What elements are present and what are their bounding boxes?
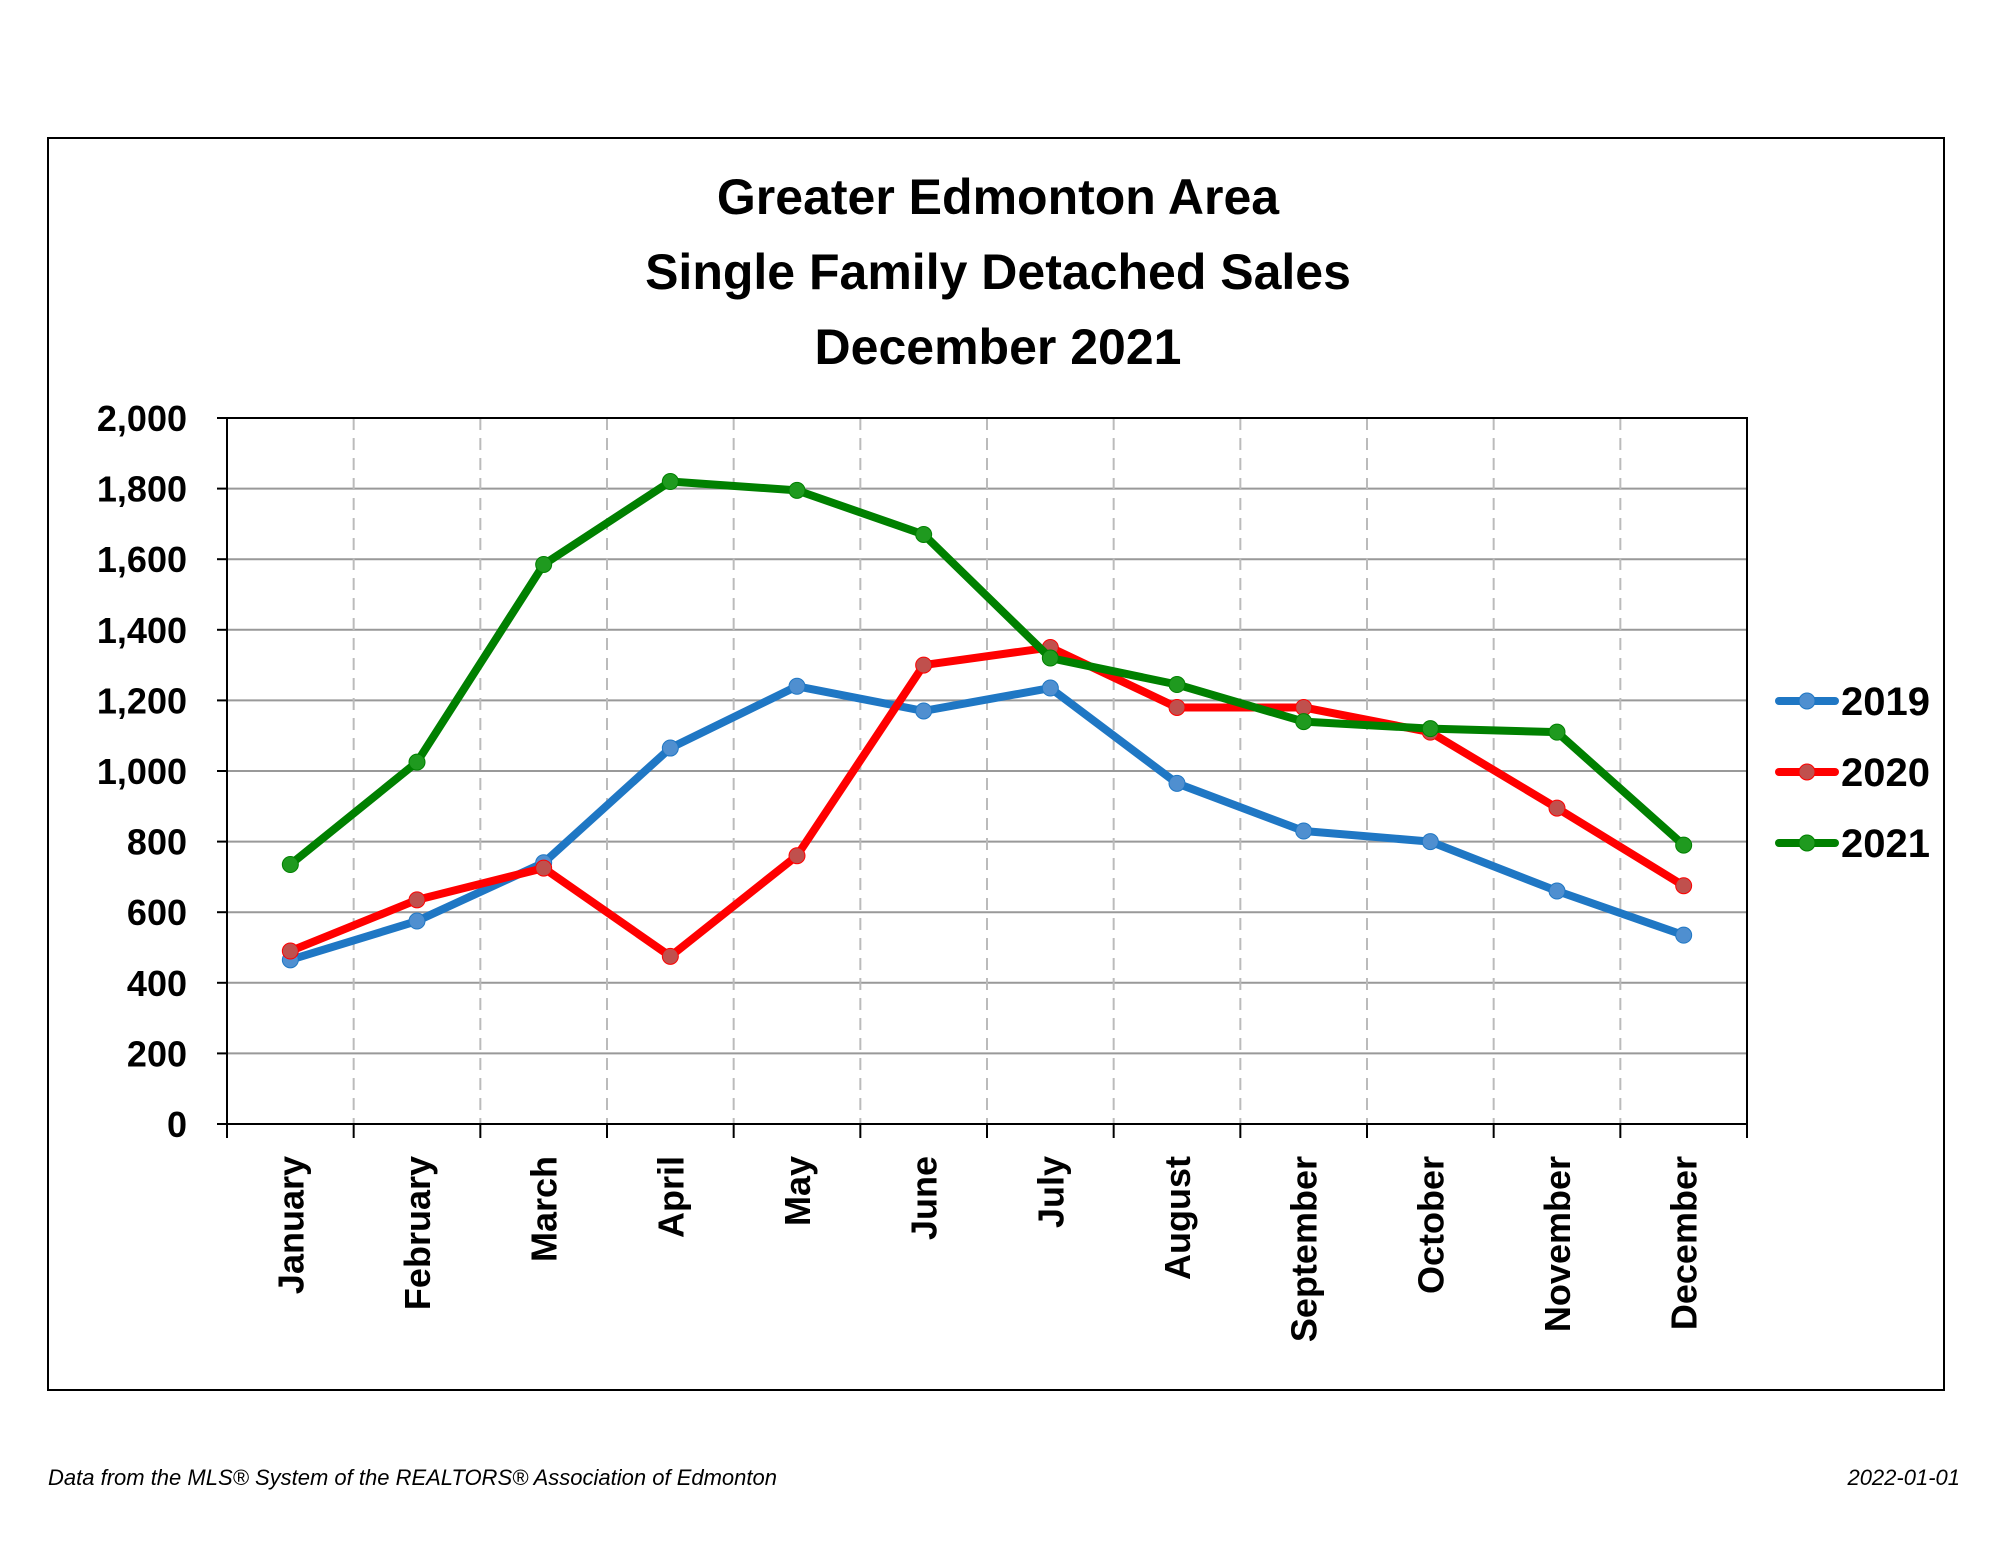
x-tick-label: October	[1410, 1156, 1451, 1294]
data-point	[1675, 877, 1693, 895]
data-point	[1675, 926, 1693, 944]
x-tick-label: March	[524, 1156, 565, 1262]
legend-label: 2020	[1841, 751, 1930, 795]
y-axis-ticks: 0 200 400 600 800 1,000 1,200 1,400 1,600 1,800 2,…	[97, 398, 187, 1145]
series-2021	[281, 473, 1693, 874]
legend: 2019 2020 2021	[1775, 680, 1930, 866]
y-tick-label: 1,800	[97, 469, 187, 510]
x-tick-label: February	[397, 1156, 438, 1310]
data-point	[1168, 676, 1186, 694]
y-tick-label: 400	[127, 963, 187, 1004]
legend-item: 2019	[1775, 680, 1930, 724]
chart-title: Greater Edmonton Area Single Family Deta…	[645, 169, 1351, 375]
y-tick-label: 200	[127, 1033, 187, 1074]
legend-label: 2021	[1841, 822, 1930, 866]
data-point	[535, 555, 553, 573]
data-point	[408, 753, 426, 771]
x-tick-label: July	[1030, 1156, 1071, 1228]
footer-date: 2022-01-01	[1847, 1465, 1960, 1490]
footer-source-note: Data from the MLS® System of the REALTOR…	[48, 1465, 777, 1490]
chart-title-line-3: December 2021	[815, 319, 1182, 375]
data-point	[915, 525, 933, 543]
legend-marker	[1798, 763, 1816, 781]
data-point	[1041, 679, 1059, 697]
data-point	[1421, 720, 1439, 738]
chart-title-line-2: Single Family Detached Sales	[645, 244, 1351, 300]
data-point	[788, 481, 806, 499]
chart-title-line-1: Greater Edmonton Area	[717, 169, 1280, 225]
data-point	[788, 847, 806, 865]
x-tick-label: May	[777, 1156, 818, 1226]
y-tick-label: 2,000	[97, 398, 187, 439]
data-point	[1041, 649, 1059, 667]
data-point	[1548, 882, 1566, 900]
data-point	[1295, 713, 1313, 731]
data-point	[281, 942, 299, 960]
x-tick-label: June	[904, 1156, 945, 1240]
data-point	[788, 677, 806, 695]
data-point	[661, 739, 679, 757]
legend-label: 2019	[1841, 680, 1930, 724]
grid-lines	[227, 417, 1747, 1124]
y-tick-label: 800	[127, 822, 187, 863]
data-point	[281, 856, 299, 874]
data-point	[408, 891, 426, 909]
x-tick-label: January	[270, 1156, 311, 1294]
data-point	[408, 912, 426, 930]
y-tick-label: 1,200	[97, 680, 187, 721]
y-tick-label: 1,000	[97, 751, 187, 792]
x-tick-label: December	[1664, 1156, 1705, 1330]
series-line	[286, 477, 1688, 869]
axes	[217, 417, 1748, 1138]
x-axis-ticks: January February March April May June July Augu…	[270, 1156, 1704, 1342]
data-point	[1168, 698, 1186, 716]
data-point	[661, 473, 679, 491]
data-series	[281, 473, 1693, 969]
legend-marker	[1798, 692, 1816, 710]
data-point	[535, 859, 553, 877]
data-point	[915, 656, 933, 674]
data-point	[1675, 836, 1693, 854]
line-chart: Greater Edmonton Area Single Family Deta…	[97, 169, 1930, 1342]
data-point	[1421, 833, 1439, 851]
x-tick-label: November	[1537, 1156, 1578, 1332]
y-tick-label: 600	[127, 892, 187, 933]
series-line	[286, 643, 1688, 961]
data-point	[915, 702, 933, 720]
chart-frame: Greater Edmonton Area Single Family Deta…	[47, 137, 1945, 1391]
legend-item: 2021	[1775, 822, 1930, 866]
x-tick-label: August	[1157, 1156, 1198, 1280]
y-tick-label: 1,400	[97, 610, 187, 651]
x-tick-label: April	[650, 1156, 691, 1238]
y-tick-label: 1,600	[97, 539, 187, 580]
legend-item: 2020	[1775, 751, 1930, 795]
y-tick-label: 0	[167, 1104, 187, 1145]
data-point	[1548, 723, 1566, 741]
x-tick-label: September	[1284, 1156, 1325, 1342]
legend-marker	[1798, 834, 1816, 852]
data-point	[1168, 774, 1186, 792]
data-point	[1295, 822, 1313, 840]
data-point	[661, 947, 679, 965]
data-point	[1295, 698, 1313, 716]
data-point	[1548, 799, 1566, 817]
